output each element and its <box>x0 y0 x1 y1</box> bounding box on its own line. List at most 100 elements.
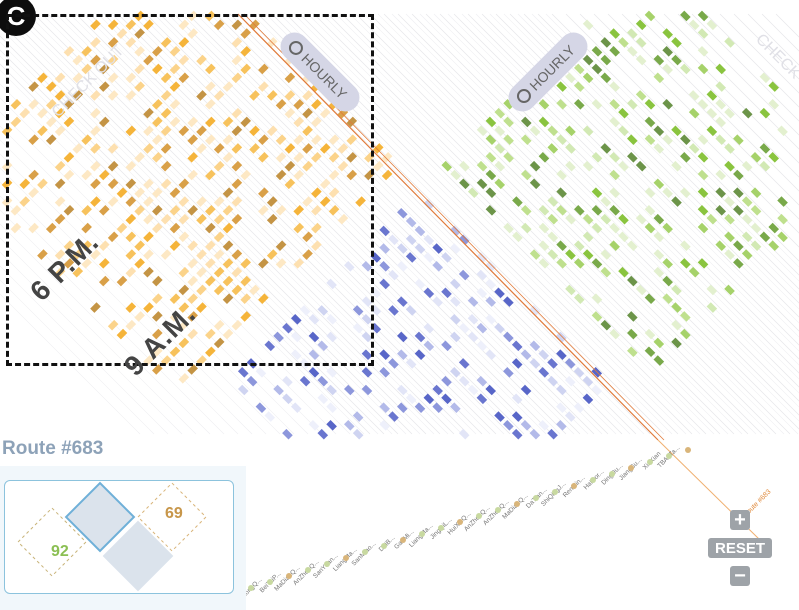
heatmap-cell <box>258 152 269 163</box>
heatmap-cell <box>54 125 66 137</box>
heatmap-cell <box>169 116 181 128</box>
heatmap-cell <box>397 331 408 343</box>
heatmap-cell <box>187 10 198 22</box>
heatmap-cell <box>152 275 163 287</box>
heatmap-cell <box>529 249 541 260</box>
heatmap-cell <box>45 134 57 145</box>
heatmap-cell <box>494 107 506 119</box>
heatmap-cell <box>476 269 488 281</box>
heatmap-cell <box>573 402 585 413</box>
heatmap-cell <box>706 90 718 101</box>
heatmap-cell <box>591 45 603 57</box>
heatmap-cell <box>266 125 278 137</box>
heatmap-cell <box>697 169 709 181</box>
heatmap-cell <box>414 225 426 237</box>
heatmap-cell <box>28 169 39 181</box>
heatmap-cell <box>282 375 293 387</box>
heatmap-cell <box>72 266 84 278</box>
station-dot <box>267 579 273 585</box>
reset-button[interactable]: RESET <box>708 538 772 558</box>
heatmap-cell <box>547 125 559 137</box>
heatmap-cell <box>231 196 243 207</box>
heatmap-cell <box>573 258 585 269</box>
route-minimap[interactable]: 92 69 <box>4 480 234 594</box>
heatmap-cell <box>319 143 331 154</box>
heatmap-cell <box>178 125 190 137</box>
heatmap-cell <box>671 54 682 66</box>
heatmap-cell <box>205 328 216 340</box>
zoom-out-button[interactable]: − <box>730 566 750 586</box>
heatmap-cell <box>302 125 313 137</box>
heatmap-cell <box>476 287 488 299</box>
heatmap-cell <box>311 222 322 234</box>
heatmap-cell <box>697 205 709 216</box>
station-dot <box>457 519 463 525</box>
heatmap-cell <box>54 160 66 172</box>
route-value-left: 92 <box>51 543 69 560</box>
heatmap-cell <box>671 37 682 48</box>
heatmap-cell <box>662 275 673 287</box>
heatmap-cell <box>275 205 287 216</box>
heatmap-cell <box>178 37 190 48</box>
heatmap-cell <box>352 305 364 316</box>
heatmap-cell <box>494 125 506 137</box>
heatmap-cell <box>187 28 198 39</box>
heatmap-cell <box>600 196 612 207</box>
heatmap-cell <box>600 249 612 260</box>
heatmap-cell <box>10 222 22 234</box>
heatmap-cell <box>222 134 234 145</box>
heatmap-cell <box>346 116 358 128</box>
heatmap-cell <box>231 19 243 31</box>
heatmap-cell <box>564 375 576 387</box>
heatmap-cell <box>222 222 234 234</box>
heatmap-cell <box>98 116 110 128</box>
heatmap-cell <box>355 196 366 207</box>
heatmap-cell <box>275 134 287 145</box>
heatmap-cell <box>627 45 638 57</box>
heatmap-cell <box>741 107 753 119</box>
heatmap-cell <box>205 275 216 287</box>
heatmap-cell <box>90 54 101 66</box>
zoom-in-button[interactable]: + <box>730 510 750 530</box>
heatmap-cell <box>697 63 709 75</box>
heatmap-cell <box>196 54 207 66</box>
heatmap-cell <box>90 37 101 48</box>
heatmap-cell <box>573 63 585 75</box>
heatmap-cell <box>573 240 585 252</box>
heatmap-cell <box>178 178 190 190</box>
heatmap-cell <box>494 322 505 334</box>
heatmap-cell <box>205 240 216 252</box>
heatmap-cell <box>1 125 13 137</box>
heatmap-cell <box>134 152 145 163</box>
heatmap-cell <box>564 411 576 422</box>
heatmap-cell <box>246 375 258 387</box>
heatmap-cell <box>627 275 638 287</box>
heatmap-cell <box>450 367 461 378</box>
heatmap-cell <box>565 143 576 154</box>
heatmap-cell <box>81 45 92 57</box>
heatmap-cell <box>724 213 735 225</box>
heatmap-cell <box>169 81 181 92</box>
heatmap-cell <box>618 160 629 172</box>
heatmap-cell <box>152 134 163 145</box>
heatmap-cell <box>556 384 567 396</box>
heatmap-cell <box>450 331 461 343</box>
heatmap-cell <box>290 402 302 413</box>
heatmap-cell <box>706 125 718 137</box>
heatmap-cell <box>187 293 198 305</box>
heatmap-cell <box>275 240 287 252</box>
heatmap-cell <box>54 266 66 278</box>
heatmap-cell <box>653 249 665 260</box>
heatmap-cell <box>759 143 771 154</box>
heatmap-cell <box>302 143 313 154</box>
heatmap-cell <box>317 393 329 405</box>
station-label: DaiB... <box>378 534 397 553</box>
heatmap-cell <box>688 143 700 154</box>
heatmap-cell <box>107 19 119 31</box>
heatmap-cell <box>768 81 780 92</box>
heatmap-cell <box>134 81 145 92</box>
heatmap-cell <box>520 222 532 234</box>
heatmap-cell <box>485 169 497 181</box>
heatmap-cell <box>538 116 550 128</box>
route-title: Route #683 <box>2 438 104 459</box>
